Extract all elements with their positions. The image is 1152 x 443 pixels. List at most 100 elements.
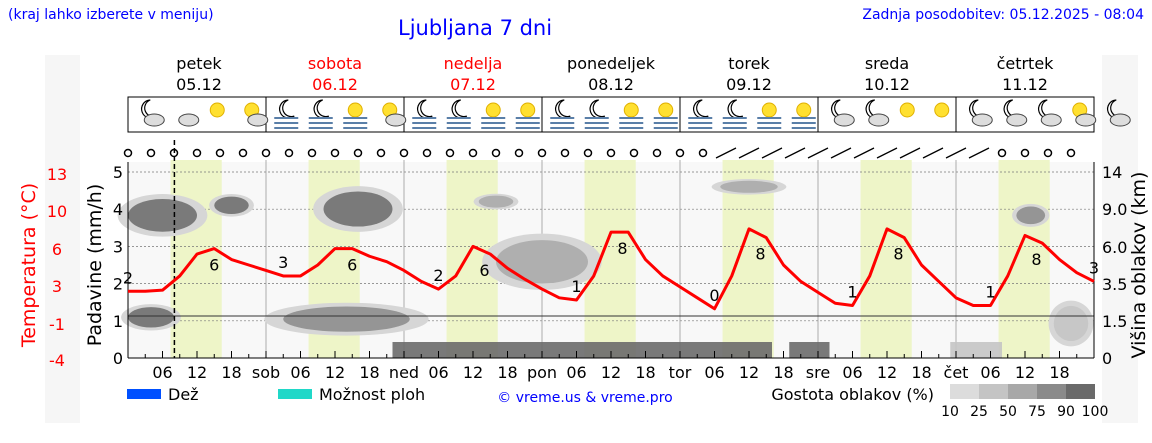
cloud-blob (1053, 305, 1089, 342)
cloud-density-label: Gostota oblakov (%) (771, 385, 934, 404)
fog-sun-icon (653, 102, 678, 129)
cloud-blob (478, 195, 514, 208)
calm-wind-icon (652, 148, 662, 158)
precip-tick-label: 2 (113, 275, 123, 294)
fog-moon-icon (550, 99, 575, 129)
sun-icon (623, 102, 639, 118)
wind-barb-icon (945, 147, 967, 159)
sun-icon (934, 102, 950, 118)
calm-wind-icon (215, 148, 225, 158)
calm-wind-icon (376, 148, 386, 158)
calm-wind-icon (169, 148, 179, 158)
fog-moon-icon (446, 99, 471, 129)
cloud-density-level: 90 (1057, 404, 1075, 420)
credit-link[interactable]: © vreme.us & vreme.pro (497, 390, 672, 406)
page-title: Ljubljana 7 dni (398, 16, 553, 40)
x-tick-label: 06 (980, 363, 1000, 382)
cloud-blob (214, 196, 249, 215)
wind-barb-icon (830, 147, 852, 159)
moon-icon (279, 99, 295, 119)
temp-label: 1 (571, 277, 581, 296)
wind-barb-icon (784, 147, 806, 159)
moon-icon (451, 99, 468, 119)
last-update: Zadnja posodobitev: 05.12.2025 - 08:04 (862, 7, 1144, 23)
fog-sun-icon (343, 102, 368, 129)
moon-cloud-icon (1003, 99, 1028, 127)
calm-wind-icon (192, 148, 202, 158)
x-tick-label: 06 (704, 363, 724, 382)
moon-cloud-icon (1038, 99, 1062, 127)
calm-wind-icon (698, 148, 708, 158)
rain-legend-label: Dež (168, 385, 199, 404)
showers-legend-swatch (278, 389, 312, 399)
fog-moon-icon (688, 99, 713, 129)
temp-label: 8 (617, 239, 627, 258)
day-name: četrtek (997, 54, 1055, 73)
x-tick-label: 18 (773, 363, 793, 382)
day-date: 11.12 (1002, 75, 1048, 94)
weather-icon-strip (127, 96, 1095, 133)
day-date: 09.12 (726, 75, 772, 94)
location-hint[interactable]: (kraj lahko izberete v meniju) (8, 7, 214, 23)
sun-icon (761, 102, 777, 118)
day-date: 08.12 (588, 75, 634, 94)
fog-sun-icon (481, 102, 506, 129)
calm-wind-icon (123, 148, 133, 158)
sun-cloud-icon (244, 102, 269, 127)
cloud-icon (971, 113, 993, 127)
temp-tick-label: 13 (47, 165, 67, 184)
moon-icon (313, 99, 330, 119)
moon-icon (555, 99, 571, 119)
x-tick-label: 18 (911, 363, 931, 382)
precip-tick-label: 4 (113, 200, 123, 219)
x-tick-label: 18 (221, 363, 241, 382)
cloud-density-swatch (950, 384, 979, 399)
cloud-height-axis-label: Višina oblakov (km) (1128, 172, 1150, 359)
temp-tick-label: -1 (49, 315, 65, 334)
x-tick-label: 12 (739, 363, 759, 382)
wind-barb-icon (738, 147, 760, 159)
precip-tick-label: 3 (113, 237, 123, 256)
low-cloud-band (392, 342, 646, 358)
calm-wind-icon (606, 148, 616, 158)
temp-tick-label: 3 (52, 277, 62, 296)
moon-cloud-icon (831, 99, 855, 127)
precip-tick-label: 5 (113, 163, 123, 182)
day-date: 10.12 (864, 75, 910, 94)
sun-cloud-icon (382, 102, 407, 127)
low-cloud-band (789, 342, 830, 358)
sun-icon (899, 102, 915, 118)
fog-moon-icon (412, 99, 437, 129)
wind-barb-icon (968, 147, 990, 159)
sun-icon (899, 102, 915, 118)
fog-sun-icon (619, 102, 644, 129)
x-tick-label: 18 (497, 363, 517, 382)
day-name: ponedeljek (567, 54, 656, 73)
calm-wind-icon (468, 148, 478, 158)
x-tick-label: sre (806, 363, 830, 382)
moon-icon (589, 99, 606, 119)
temp-label: 3 (1089, 258, 1099, 277)
sun-icon (658, 102, 674, 118)
cloud-height-tick-label: 1.5 (1102, 312, 1127, 331)
low-cloud-band (645, 342, 772, 358)
temp-label: 6 (209, 256, 219, 275)
cloud-blob (496, 240, 588, 284)
precip-tick-label: 1 (113, 312, 123, 331)
fog-moon-icon (722, 99, 747, 129)
wind-barb-icon (761, 147, 783, 159)
fog-moon-icon (274, 99, 299, 129)
calm-wind-icon (399, 148, 409, 158)
calm-wind-icon (491, 148, 501, 158)
x-tick-label: 12 (463, 363, 483, 382)
daylight-band (170, 160, 222, 358)
fog-sun-icon (515, 102, 540, 129)
temp-label: 8 (893, 245, 903, 264)
temp-label: 1 (985, 282, 995, 301)
temp-tick-label: -4 (49, 351, 65, 370)
low-cloud-band (950, 342, 1002, 358)
sun-cloud-icon (1072, 102, 1097, 127)
cloud-density-swatch (1008, 384, 1037, 399)
calm-wind-icon (146, 148, 156, 158)
